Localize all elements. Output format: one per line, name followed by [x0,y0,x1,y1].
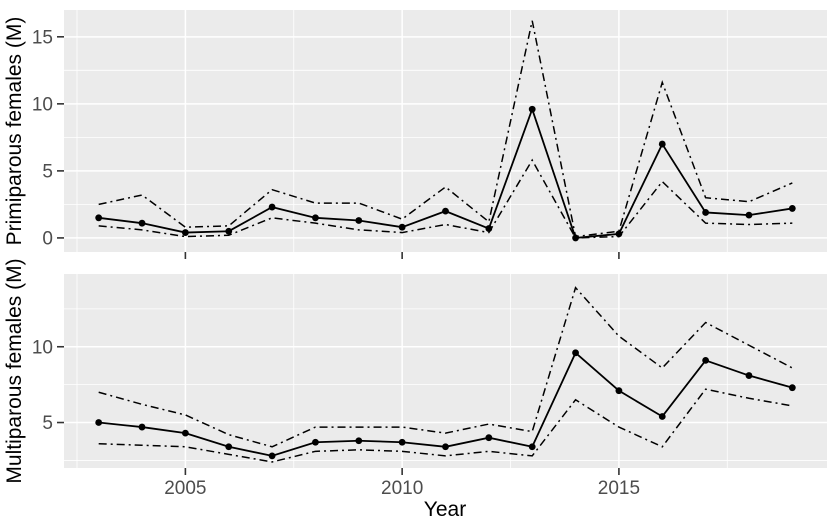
data-point [702,356,710,364]
x-tick-label: 2005 [164,478,206,499]
data-point [225,227,233,235]
data-point [312,438,319,446]
y-tick-label: 0 [42,228,53,249]
data-point [138,219,146,227]
data-point [572,234,579,242]
y-tick-label: 5 [42,161,53,182]
data-point [745,372,753,379]
data-point [355,217,363,224]
y-axis-title-primiparous: Primiparous females (M) [3,17,26,246]
series-upper-ci [98,286,793,448]
data-point [485,225,493,232]
y-tick-label: 10 [32,337,53,358]
series-upper-ci [98,20,793,238]
data-point [138,423,146,431]
y-tick-label: 15 [32,27,53,48]
data-point [355,437,363,445]
y-tick-label: 10 [32,94,53,115]
data-point [398,438,406,446]
data-point [268,203,276,211]
series-lower-ci [98,388,793,463]
series-lower-ci [98,158,793,239]
data-point [528,443,536,451]
data-point [442,443,449,451]
data-point [745,211,753,219]
data-point [268,452,276,460]
data-point [181,229,189,236]
chart-panels: 0 5 10 15 5 10 2005 2010 2015 [32,10,827,499]
y-tick-label: 5 [42,413,53,434]
data-point [181,429,189,437]
data-point [572,349,579,357]
x-tick-label: 2015 [598,478,640,499]
data-point [95,419,103,426]
data-point [398,223,406,231]
x-axis-title: Year [424,498,466,521]
data-point [225,443,233,451]
data-point [95,214,103,222]
data-point [615,230,623,238]
data-point [788,384,796,392]
data-point [442,207,449,215]
data-point [485,434,493,442]
panel-background [64,10,827,252]
data-point [615,387,623,395]
data-point [788,205,796,212]
y-axis-title-multiparous: Multiparous females (M) [3,258,26,483]
data-point [702,209,710,216]
data-point [658,413,666,420]
data-point [312,214,319,222]
data-point [528,105,536,113]
x-tick-label: 2010 [381,478,423,499]
data-point [658,140,666,148]
panel-background [64,274,827,468]
